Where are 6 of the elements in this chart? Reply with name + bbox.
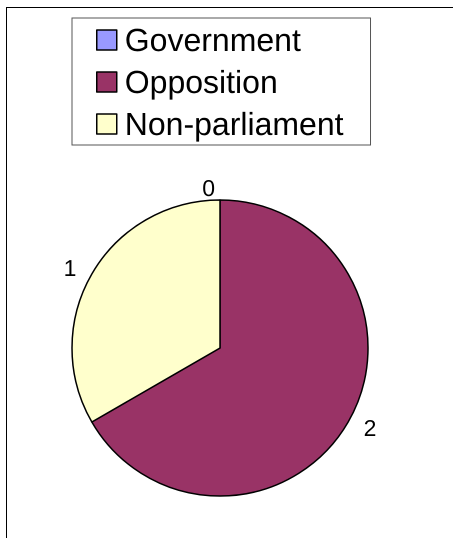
legend-label: Non-parliament [124, 106, 344, 142]
legend-label: Opposition [124, 64, 278, 100]
data-label: 2 [364, 415, 376, 441]
data-label: 1 [64, 255, 76, 281]
text: 0 [202, 175, 215, 201]
legend-label: Government [124, 22, 301, 58]
